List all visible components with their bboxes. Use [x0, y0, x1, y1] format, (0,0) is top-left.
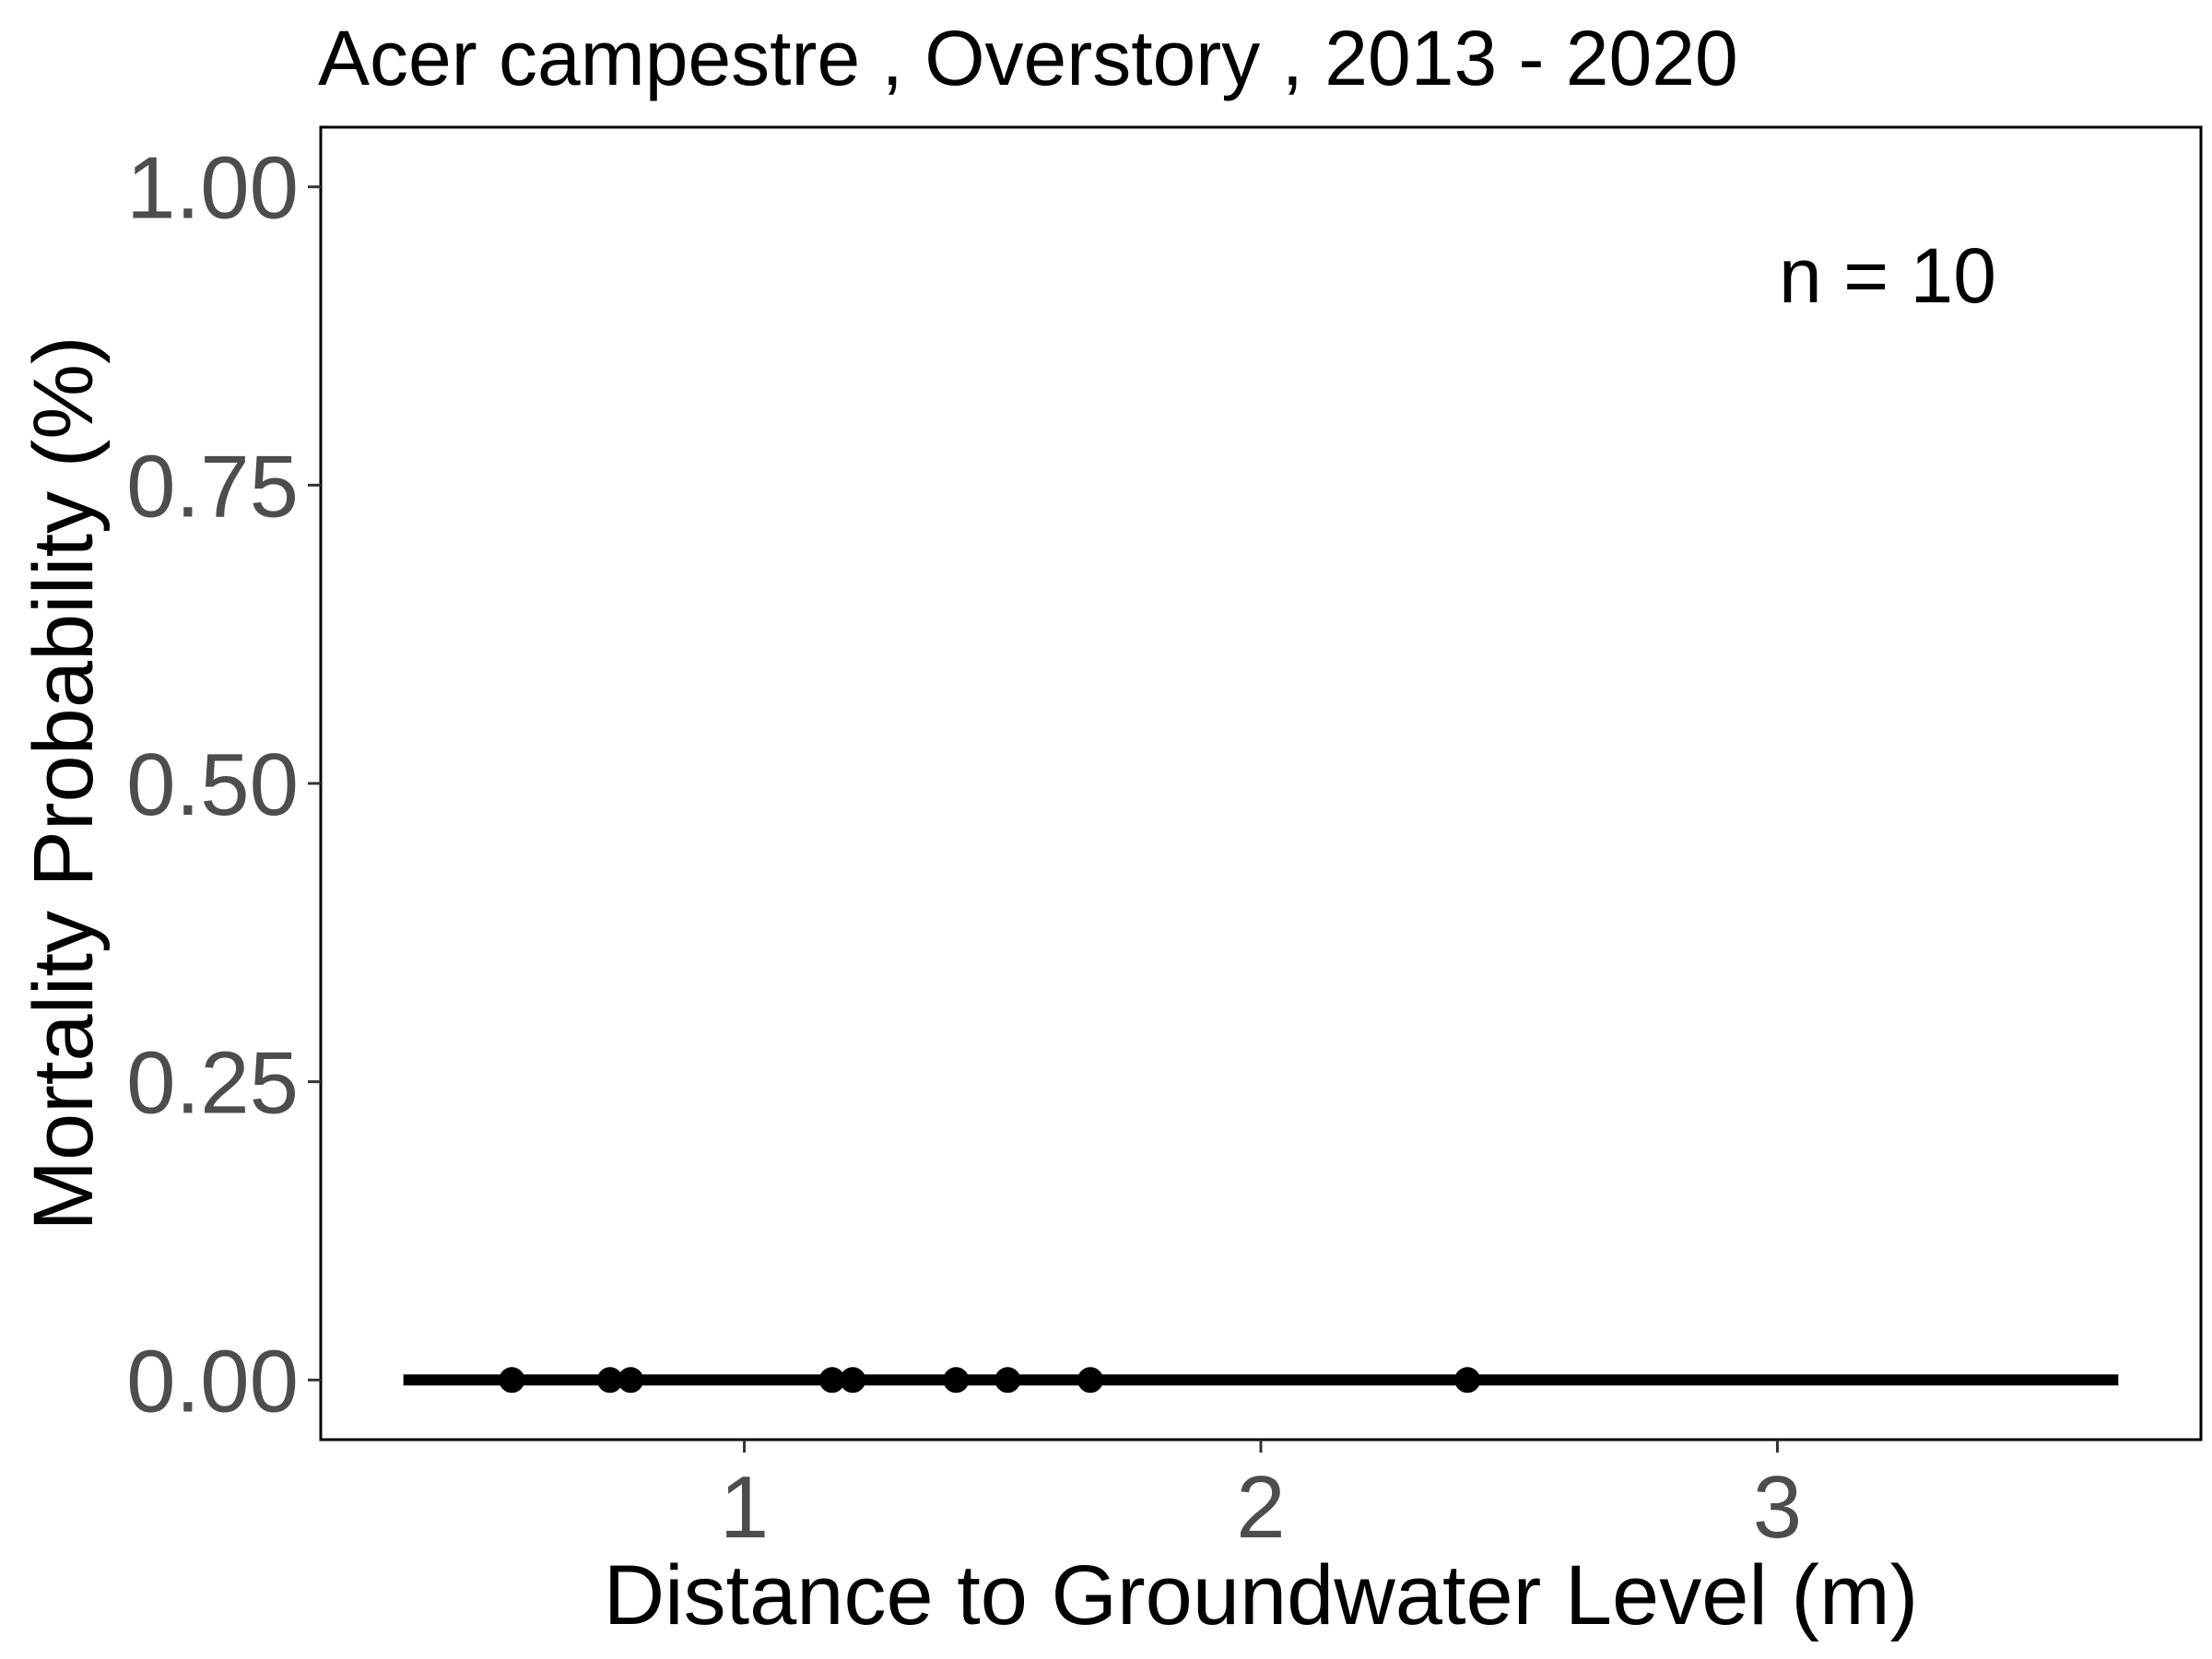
- data-point: [618, 1367, 644, 1394]
- chart-title: Acer campestre , Overstory , 2013 - 2020: [318, 15, 1738, 101]
- x-axis-ticks: 1 2 3: [720, 1440, 1802, 1557]
- y-tick-label: 1.00: [126, 139, 299, 238]
- y-tick-label: 0.00: [126, 1332, 299, 1430]
- x-tick-label: 2: [1236, 1458, 1285, 1557]
- y-axis-ticks: 0.00 0.25 0.50 0.75 1.00: [126, 139, 321, 1430]
- data-point: [840, 1367, 866, 1394]
- x-axis-title: Distance to Groundwater Level (m): [604, 1548, 1919, 1642]
- y-axis-title: Mortality Probability (%): [17, 335, 111, 1230]
- plot-panel: [319, 125, 2203, 1441]
- sample-size-annotation: n = 10: [1779, 232, 1996, 319]
- data-point: [943, 1367, 970, 1394]
- data-point: [1454, 1367, 1481, 1394]
- data-point: [994, 1367, 1021, 1394]
- data-point: [499, 1367, 525, 1394]
- x-tick-label: 1: [720, 1458, 769, 1557]
- y-tick-label: 0.50: [126, 735, 299, 834]
- data-point: [1077, 1367, 1104, 1394]
- data-point: [818, 1367, 845, 1394]
- y-tick-label: 0.75: [126, 437, 299, 535]
- x-tick-label: 3: [1753, 1458, 1802, 1557]
- data-point: [596, 1367, 623, 1394]
- y-tick-label: 0.25: [126, 1034, 299, 1133]
- data-points: [499, 1367, 1481, 1394]
